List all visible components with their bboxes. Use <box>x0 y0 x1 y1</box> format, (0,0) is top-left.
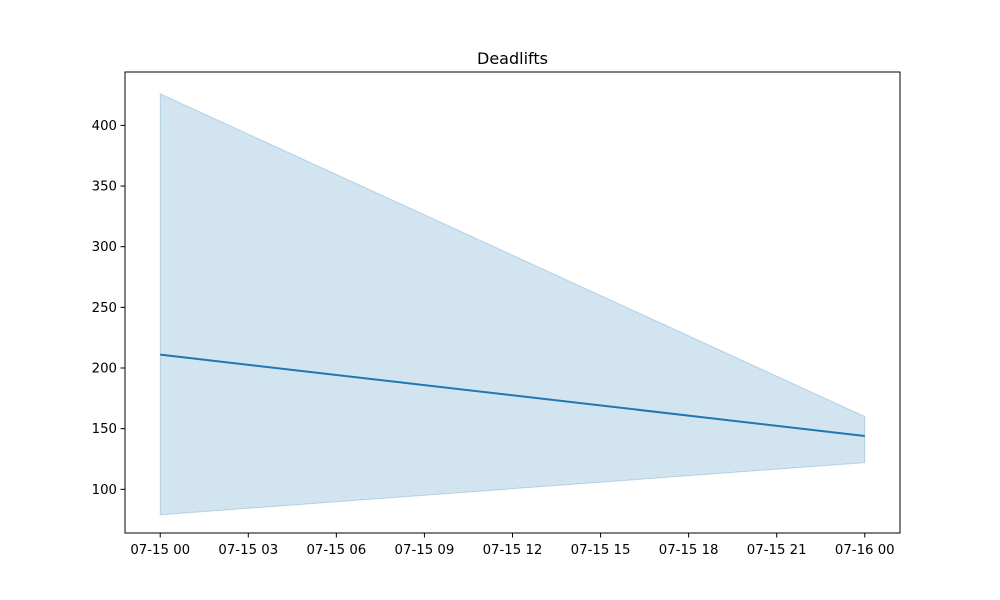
y-tick-label: 350 <box>92 180 117 195</box>
y-tick-label: 200 <box>92 362 117 377</box>
y-tick-label: 100 <box>92 483 117 498</box>
x-axis: 07-15 00 07-15 03 07-15 06 07-15 09 07-15 12… <box>130 533 895 558</box>
x-tick-label: 07-15 18 <box>659 543 719 558</box>
confidence-band <box>159 93 866 516</box>
y-tick-label: 150 <box>92 422 117 437</box>
y-tick-label: 400 <box>92 119 117 134</box>
x-tick-label: 07-15 06 <box>306 543 366 558</box>
series-line <box>160 353 865 437</box>
x-tick-label: 07-15 00 <box>130 543 190 558</box>
y-tick-label: 250 <box>92 301 117 316</box>
x-tick-label: 07-15 03 <box>218 543 278 558</box>
plot-area <box>159 93 866 516</box>
axes-frame <box>124 71 901 534</box>
y-tick-label: 300 <box>92 240 117 255</box>
x-tick-label: 07-15 12 <box>483 543 543 558</box>
x-tick-label: 07-15 09 <box>395 543 455 558</box>
x-tick-label: 07-15 15 <box>571 543 631 558</box>
y-axis: 100 150 200 250 300 350 400 <box>92 119 125 498</box>
x-tick-label: 07-15 21 <box>747 543 807 558</box>
x-tick-label: 07-16 00 <box>835 543 895 558</box>
chart-title: Deadlifts <box>477 49 548 68</box>
